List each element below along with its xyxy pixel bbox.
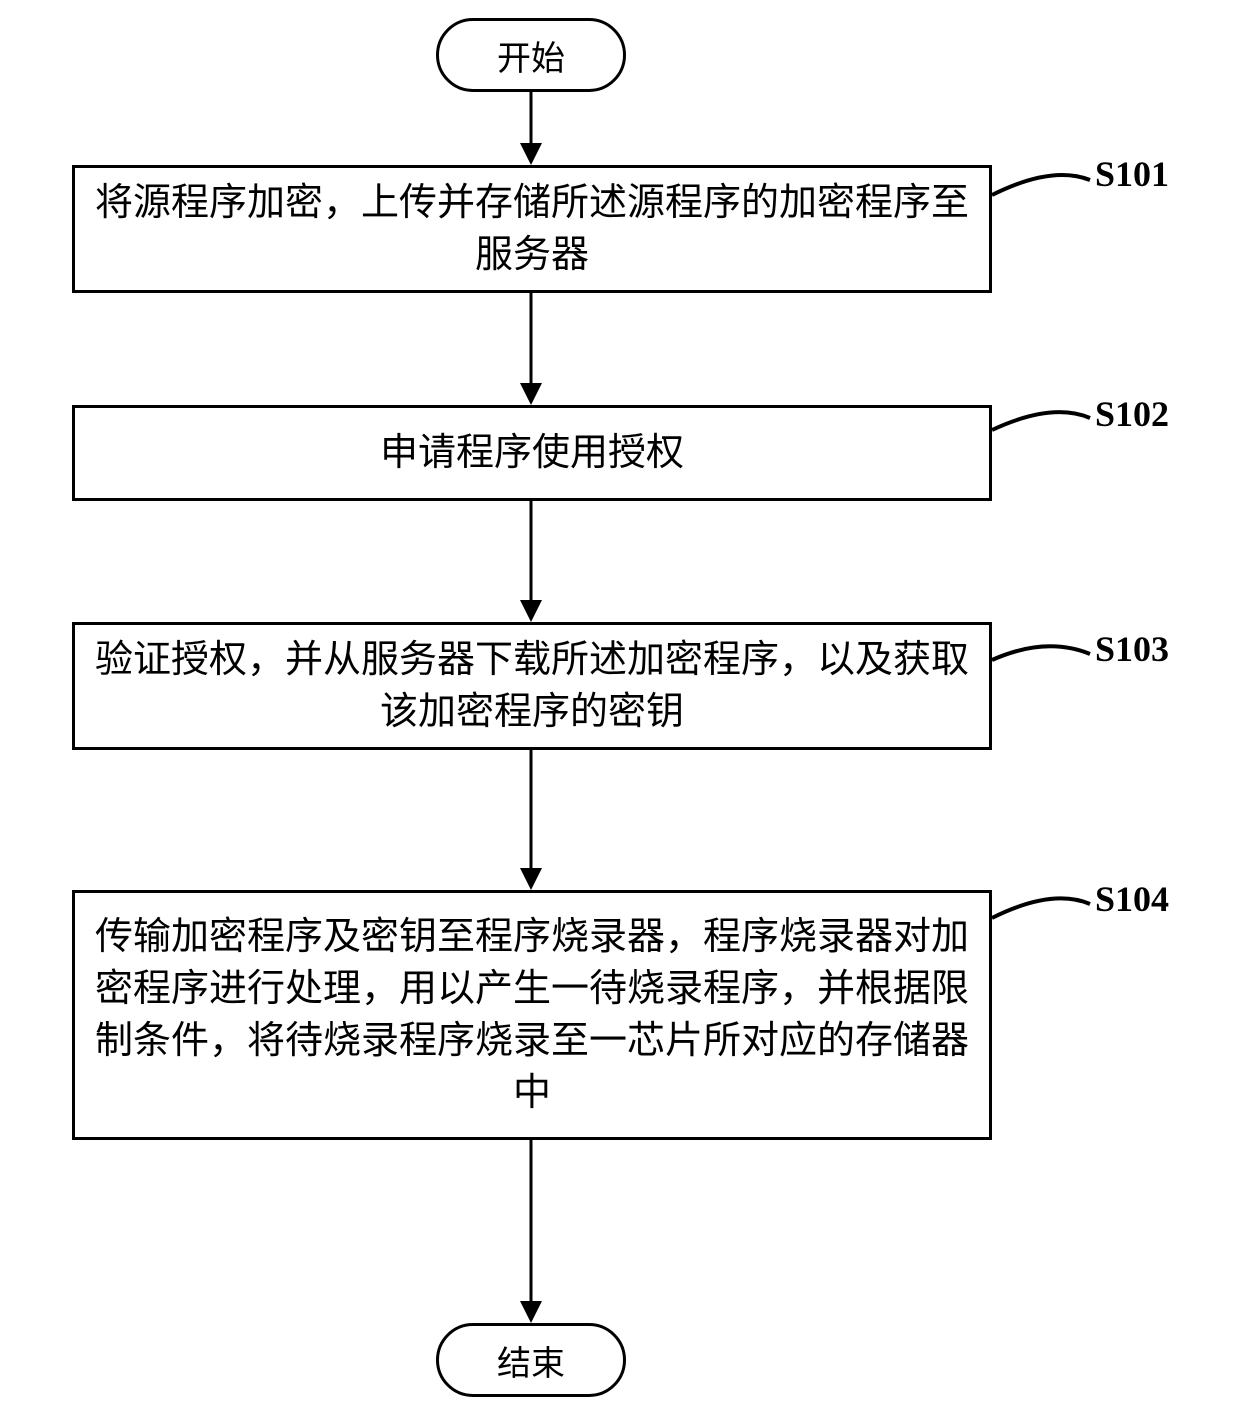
flowchart-canvas: 开始结束将源程序加密，上传并存储所述源程序的加密程序至服务器S101申请程序使用… <box>0 0 1240 1405</box>
flow-arrow <box>0 0 1240 1405</box>
